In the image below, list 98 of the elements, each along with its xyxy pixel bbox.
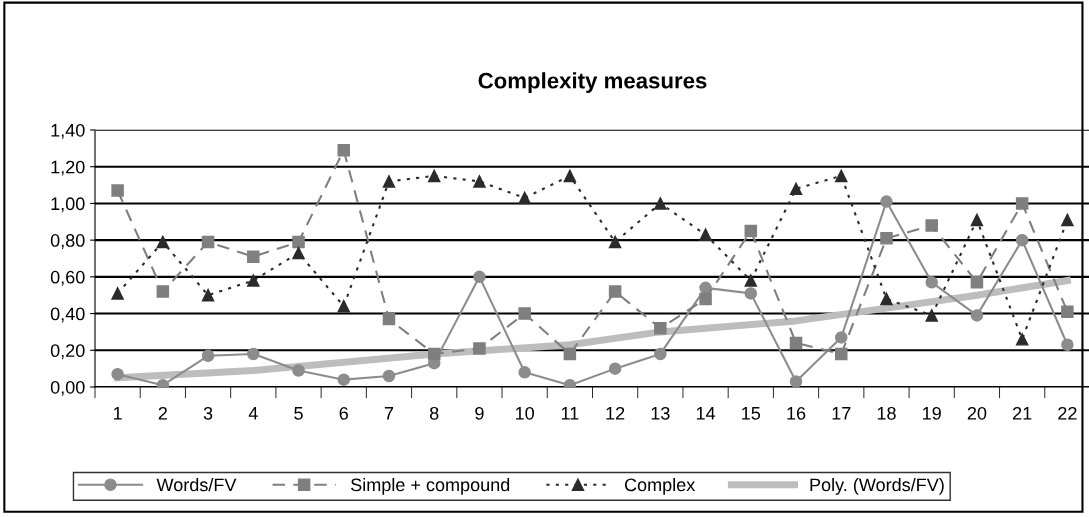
y-tick-label: 1,20 bbox=[51, 160, 85, 176]
x-tick-label: 13 bbox=[651, 406, 670, 420]
point bbox=[970, 309, 984, 322]
point bbox=[292, 364, 305, 377]
point bbox=[654, 347, 667, 361]
x-tick-label: 7 bbox=[384, 407, 394, 420]
point bbox=[518, 366, 531, 379]
x-tick-label: 8 bbox=[429, 406, 439, 420]
point bbox=[247, 347, 260, 361]
x-tick-label: 10 bbox=[516, 406, 534, 420]
point bbox=[337, 143, 351, 157]
point bbox=[925, 309, 938, 322]
x-tick-label: 9 bbox=[475, 406, 484, 420]
y-tick-label: 0,40 bbox=[50, 307, 85, 323]
x-tick-label: 12 bbox=[606, 406, 625, 420]
point bbox=[1061, 305, 1074, 318]
x-tick-label: 15 bbox=[742, 407, 761, 420]
point bbox=[880, 292, 893, 306]
point bbox=[382, 312, 396, 326]
point bbox=[247, 250, 260, 263]
point bbox=[925, 276, 938, 289]
point bbox=[654, 322, 667, 335]
point bbox=[337, 373, 351, 386]
point bbox=[473, 270, 486, 284]
x-tick-label: 20 bbox=[967, 406, 987, 420]
point bbox=[789, 375, 803, 387]
point bbox=[337, 299, 351, 313]
x-tick-label: 21 bbox=[1013, 406, 1032, 420]
y-tick-label: 0,00 bbox=[50, 380, 85, 396]
x-tick-label: 19 bbox=[923, 406, 941, 420]
y-tick-label: 1,40 bbox=[51, 123, 85, 139]
point bbox=[201, 288, 215, 302]
point bbox=[834, 347, 848, 361]
x-tick-label: 3 bbox=[203, 406, 213, 420]
point bbox=[699, 228, 712, 241]
legend-label: Poly. (Words/FV) bbox=[810, 477, 944, 495]
point bbox=[473, 342, 486, 355]
point bbox=[518, 307, 531, 320]
point bbox=[247, 274, 260, 287]
x-tick-label: 11 bbox=[561, 407, 579, 420]
point bbox=[1015, 197, 1029, 210]
point bbox=[292, 246, 305, 260]
point bbox=[382, 369, 396, 383]
point bbox=[608, 285, 622, 298]
point bbox=[1015, 233, 1029, 247]
point bbox=[292, 235, 305, 249]
x-tick-label: 1 bbox=[113, 407, 122, 420]
point bbox=[156, 235, 170, 249]
x-tick-label: 6 bbox=[339, 406, 348, 420]
y-tick-label: 0,20 bbox=[50, 344, 85, 360]
point bbox=[789, 182, 803, 195]
point bbox=[699, 281, 712, 295]
y-tick-label: 1,00 bbox=[51, 197, 85, 213]
point bbox=[201, 349, 215, 363]
point bbox=[111, 367, 124, 381]
y-tick-label: 0,60 bbox=[50, 270, 85, 286]
point bbox=[518, 191, 531, 205]
x-tick-label: 14 bbox=[696, 407, 716, 420]
x-tick-label: 22 bbox=[1058, 406, 1077, 420]
legend-label: Complex bbox=[624, 477, 696, 495]
x-tick-label: 4 bbox=[248, 407, 258, 420]
point bbox=[925, 219, 938, 232]
point bbox=[1015, 333, 1029, 346]
x-tick-label: 2 bbox=[158, 406, 167, 420]
point bbox=[1061, 213, 1074, 227]
point bbox=[111, 184, 124, 197]
chart-title: Complexity measures bbox=[478, 72, 707, 93]
point bbox=[427, 169, 441, 183]
point bbox=[608, 235, 622, 249]
point bbox=[970, 276, 984, 289]
point bbox=[880, 232, 893, 245]
x-tick-label: 5 bbox=[294, 407, 303, 420]
point bbox=[608, 362, 622, 375]
legend-label: Simple + compound bbox=[351, 477, 510, 495]
point bbox=[744, 274, 758, 287]
point bbox=[563, 169, 577, 183]
point bbox=[834, 331, 848, 344]
point bbox=[563, 347, 577, 361]
point bbox=[789, 336, 803, 350]
legend-label: Words/FV bbox=[156, 477, 237, 492]
point bbox=[654, 197, 667, 210]
x-tick-label: 18 bbox=[877, 406, 896, 420]
point bbox=[473, 175, 486, 188]
point bbox=[744, 224, 758, 238]
point bbox=[201, 235, 215, 249]
x-tick-label: 16 bbox=[787, 406, 806, 420]
point bbox=[744, 287, 758, 300]
point bbox=[156, 285, 170, 298]
point bbox=[699, 292, 712, 306]
point bbox=[382, 175, 396, 188]
y-tick-label: 0,80 bbox=[50, 234, 85, 249]
x-tick-label: 17 bbox=[832, 407, 851, 420]
point bbox=[427, 347, 441, 361]
point bbox=[1061, 338, 1074, 352]
point bbox=[834, 169, 848, 183]
point bbox=[880, 195, 893, 208]
point bbox=[970, 213, 984, 227]
point bbox=[111, 287, 124, 300]
